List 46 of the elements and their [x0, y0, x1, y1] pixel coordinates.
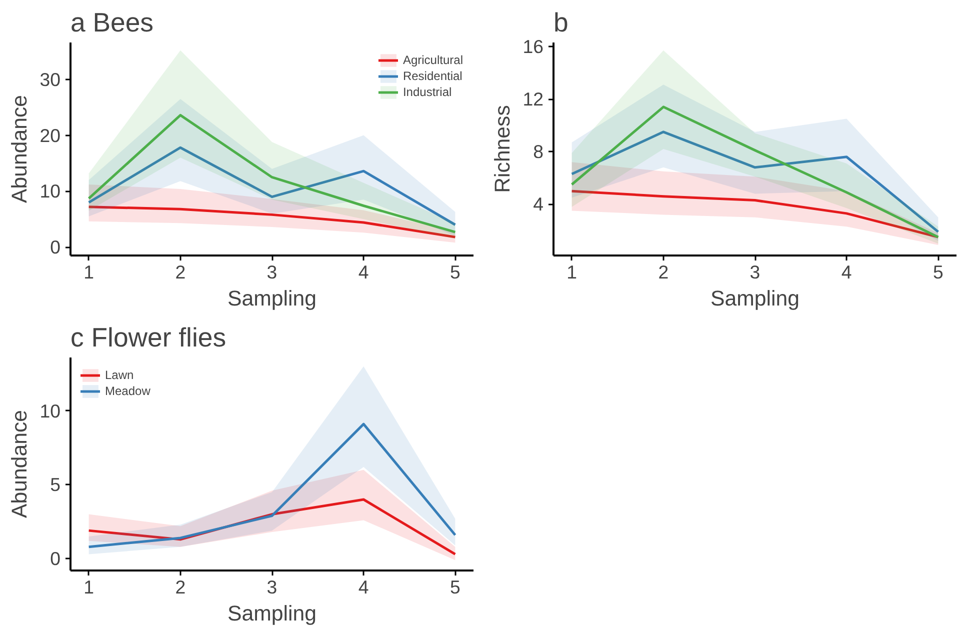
- x-tick-label: 4: [358, 262, 369, 282]
- legend-label: Lawn: [105, 367, 134, 383]
- x-axis-title: Sampling: [228, 602, 316, 626]
- x-tick-label: 3: [750, 262, 760, 282]
- chart-title: c Flower flies: [70, 322, 226, 352]
- y-tick-label: 16: [522, 36, 544, 57]
- y-tick-label: 10: [40, 400, 61, 422]
- x-tick-label: 3: [266, 576, 278, 598]
- y-tick-label: 5: [50, 474, 61, 496]
- x-tick-label: 2: [175, 576, 186, 598]
- x-tick-label: 4: [841, 262, 852, 282]
- y-tick-label: 12: [522, 88, 544, 110]
- legend-label: Residential: [402, 68, 462, 84]
- x-tick-label: 1: [84, 576, 94, 598]
- line-series: [88, 206, 456, 238]
- line-series: [570, 130, 940, 234]
- x-axis-title: Sampling: [228, 286, 316, 310]
- y-tick-label: 0: [50, 236, 61, 258]
- x-tick-label: 1: [84, 262, 94, 282]
- legend-label: Industrial: [402, 84, 452, 100]
- line-series: [570, 190, 940, 238]
- legend-label: Meadow: [105, 383, 150, 399]
- y-tick-label: 30: [40, 68, 61, 90]
- y-axis-title: Abundance: [8, 95, 32, 203]
- y-tick-label: 10: [40, 180, 61, 202]
- y-axis-title: Richness: [490, 105, 515, 193]
- chart-title: b: [554, 8, 568, 38]
- x-tick-label: 2: [175, 262, 186, 282]
- x-tick-label: 4: [358, 576, 369, 598]
- y-tick-label: 8: [533, 141, 544, 162]
- line-series: [570, 106, 940, 238]
- x-tick-label: 1: [566, 262, 578, 282]
- line-series: [88, 146, 456, 226]
- x-tick-label: 5: [450, 262, 460, 282]
- x-tick-label: 5: [450, 576, 460, 598]
- y-axis-title: Abundance: [8, 410, 32, 518]
- line-series: [88, 422, 456, 548]
- y-tick-label: 4: [533, 194, 544, 215]
- legend-label: Agricultural: [402, 52, 463, 68]
- x-tick-label: 2: [658, 262, 669, 282]
- chart-title: a Bees: [70, 8, 154, 38]
- x-axis-title: Sampling: [710, 286, 800, 310]
- x-tick-label: 3: [266, 262, 278, 282]
- x-tick-label: 5: [932, 262, 944, 282]
- y-tick-label: 20: [40, 124, 61, 146]
- y-tick-label: 0: [50, 548, 61, 570]
